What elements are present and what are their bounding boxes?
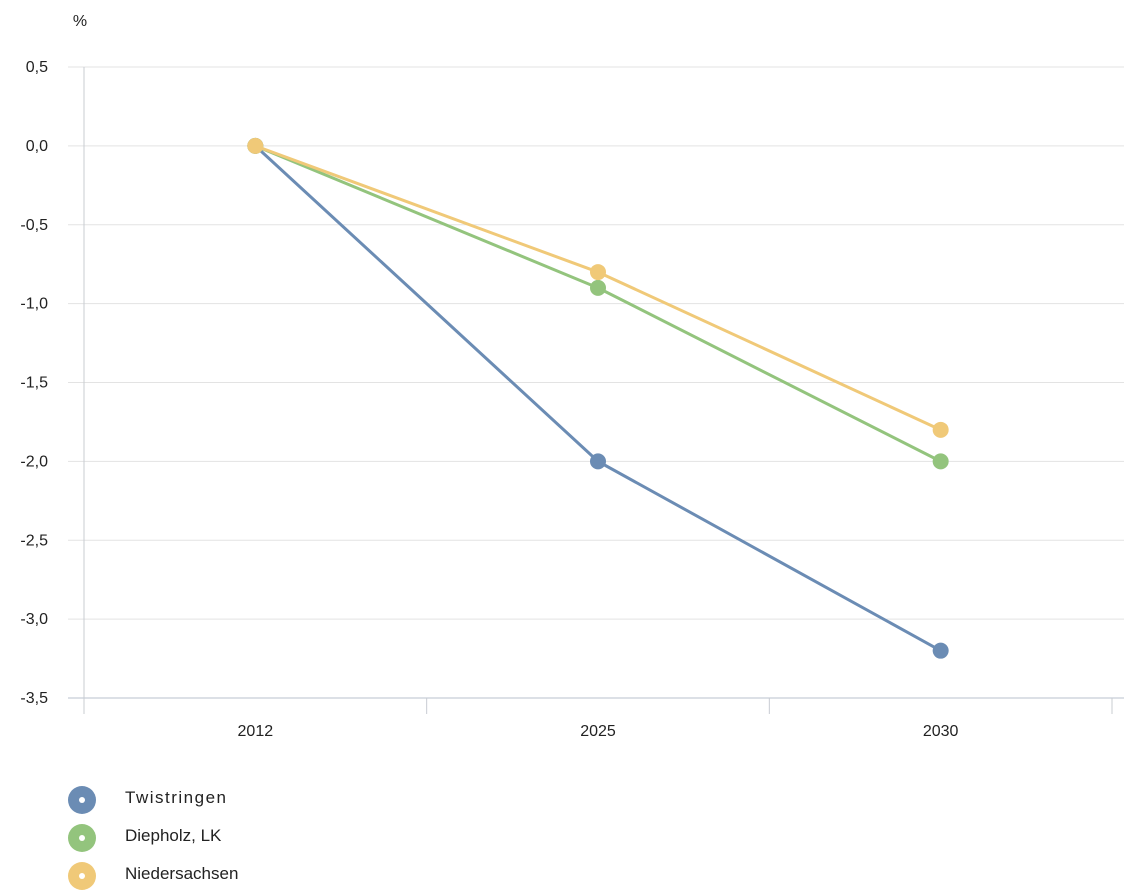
data-point[interactable] bbox=[932, 642, 949, 659]
y-tick-label: -1,5 bbox=[20, 375, 48, 392]
data-point[interactable] bbox=[247, 137, 264, 154]
y-tick-label: 0,0 bbox=[26, 138, 48, 155]
y-tick-label: -3,0 bbox=[20, 611, 48, 628]
legend-marker-icon bbox=[68, 786, 96, 814]
x-tick-label: 2012 bbox=[238, 723, 274, 740]
data-point[interactable] bbox=[590, 264, 606, 281]
legend-label: Twistringen bbox=[125, 788, 228, 807]
legend-marker-icon bbox=[68, 824, 96, 852]
y-tick-label: -2,5 bbox=[20, 532, 48, 549]
y-tick-label: 0,5 bbox=[26, 59, 48, 76]
y-tick-label: -1,0 bbox=[20, 296, 48, 313]
series-line bbox=[254, 144, 942, 652]
axes bbox=[83, 67, 1113, 714]
grid-lines bbox=[68, 66, 1124, 699]
y-tick-label: -3,5 bbox=[20, 690, 48, 707]
legend-marker-icon bbox=[68, 862, 96, 890]
data-point[interactable] bbox=[932, 421, 949, 438]
data-point[interactable] bbox=[932, 453, 949, 470]
x-tick-labels: 2012 2025 2030 bbox=[238, 723, 959, 740]
x-tick-label: 2030 bbox=[923, 723, 959, 740]
y-tick-label: -2,0 bbox=[20, 453, 48, 470]
y-tick-labels: 0,5 0,0 -0,5 -1,0 -1,5 -2,0 -2,5 -3,0 -3,5 bbox=[20, 59, 48, 707]
data-point[interactable] bbox=[590, 279, 606, 296]
y-tick-label: -0,5 bbox=[20, 217, 48, 234]
x-tick-label: 2025 bbox=[580, 723, 616, 740]
y-axis-unit-label: % bbox=[73, 13, 87, 30]
series-2 bbox=[247, 137, 949, 438]
data-point[interactable] bbox=[590, 453, 606, 470]
legend-label: Diepholz, LK bbox=[125, 826, 222, 845]
series-lines bbox=[247, 137, 949, 659]
series-0 bbox=[247, 137, 949, 659]
legend-label: Niedersachsen bbox=[125, 864, 239, 883]
